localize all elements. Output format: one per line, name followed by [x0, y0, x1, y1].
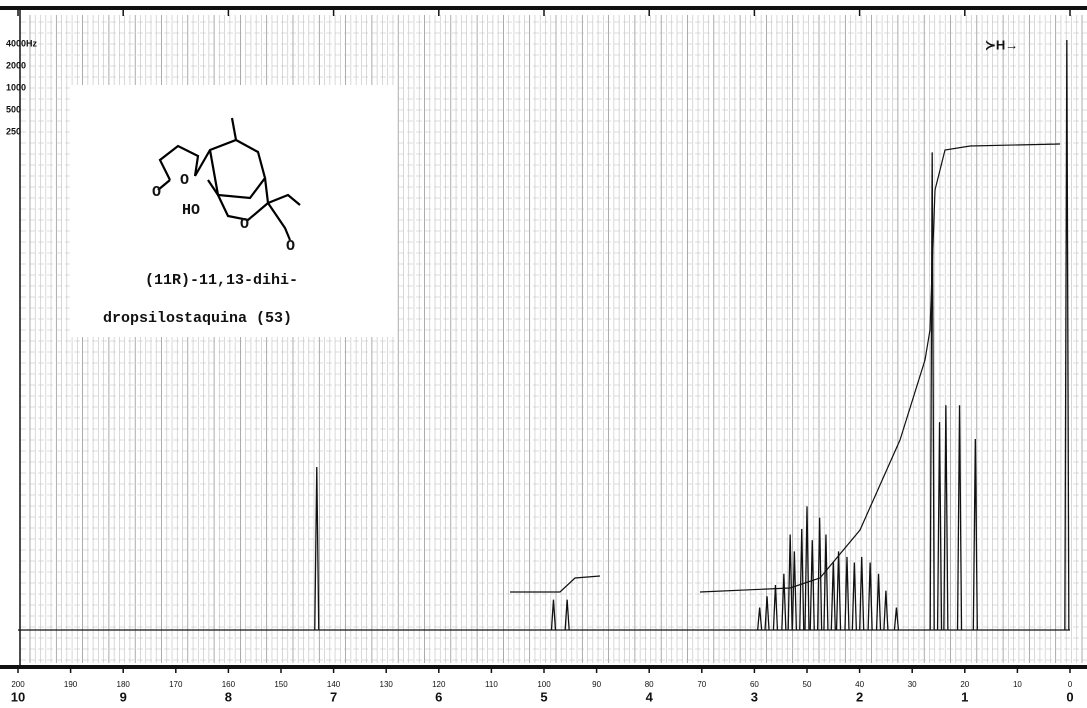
x-tick-label: 3 — [751, 689, 758, 704]
x2-tick-label: 190 — [64, 680, 78, 689]
peak — [835, 551, 842, 631]
x-tick-label: 7 — [330, 689, 337, 704]
integral-curve — [699, 143, 1061, 593]
sweep-label: 500 — [6, 104, 21, 114]
peak — [799, 528, 805, 631]
x-tick-label: 6 — [435, 689, 442, 704]
structure — [157, 117, 301, 241]
x2-tick-label: 30 — [908, 680, 917, 689]
sweep-label: 250 — [6, 126, 21, 136]
x2-tick-label: 200 — [11, 680, 25, 689]
peak — [851, 562, 857, 631]
peak — [816, 517, 823, 631]
peak — [943, 405, 949, 631]
peak — [956, 405, 963, 631]
x2-tick-label: 170 — [169, 680, 183, 689]
x-tick-label: 9 — [120, 689, 127, 704]
atom-label: HO — [182, 202, 200, 219]
x2-tick-label: 100 — [537, 680, 551, 689]
x-tick-label: 4 — [646, 689, 654, 704]
atom-label: O — [180, 172, 189, 189]
sweep-label: 4000Hz — [6, 38, 38, 48]
peak — [764, 596, 770, 631]
x2-tick-label: 0 — [1068, 680, 1073, 689]
peak — [550, 599, 557, 631]
x-tick-label: 10 — [11, 689, 25, 704]
integral-curve — [510, 575, 601, 593]
peak — [844, 556, 850, 631]
peak — [823, 534, 829, 631]
structure-box — [70, 85, 395, 337]
x2-tick-label: 120 — [432, 680, 446, 689]
x2-tick-label: 130 — [380, 680, 394, 689]
peak — [875, 573, 882, 631]
x2-tick-label: 150 — [274, 680, 288, 689]
peak — [564, 599, 570, 631]
x-tick-label: 0 — [1066, 689, 1073, 704]
peak — [936, 422, 943, 631]
x-tick-label: 5 — [540, 689, 547, 704]
x2-tick-label: 40 — [855, 680, 864, 689]
peak — [809, 540, 815, 631]
plot — [18, 39, 1070, 631]
x-tick-label: 1 — [961, 689, 968, 704]
x2-tick-label: 110 — [485, 680, 498, 689]
proton-marker: ≻H→ — [985, 37, 1018, 52]
x2-tick-label: 180 — [117, 680, 131, 689]
x2-tick-label: 160 — [222, 680, 236, 689]
x2-tick-label: 60 — [750, 680, 759, 689]
x2-tick-label: 90 — [592, 680, 601, 689]
atom-label: O — [286, 238, 295, 255]
x2-tick-label: 10 — [1013, 680, 1022, 689]
peak — [804, 506, 810, 631]
sweep-label: 2000 — [6, 60, 26, 70]
peak — [867, 562, 873, 631]
peak — [772, 585, 779, 631]
peak — [781, 573, 787, 631]
peak — [883, 590, 889, 631]
sweep-label: 1000 — [6, 82, 26, 92]
x2-tick-label: 20 — [960, 680, 969, 689]
peak — [893, 607, 900, 631]
x-tick-label: 2 — [856, 689, 863, 704]
x2-tick-label: 80 — [645, 680, 654, 689]
peak — [314, 467, 320, 631]
x-tick-label: 8 — [225, 689, 232, 704]
peak — [787, 534, 793, 631]
frame-top — [0, 6, 1087, 10]
atom-label: O — [240, 216, 249, 233]
atom-label: O — [152, 184, 161, 201]
x2-tick-label: 140 — [327, 680, 341, 689]
compound-label: (11R)-11,13-dihi- — [145, 272, 298, 289]
x2-tick-label: 70 — [697, 680, 706, 689]
x2-tick-label: 50 — [803, 680, 812, 689]
peak — [1064, 39, 1070, 631]
compound-label: dropsilostaquina (53) — [103, 310, 292, 327]
peak — [929, 152, 935, 631]
peak — [757, 607, 763, 631]
peak — [972, 438, 978, 631]
peak — [791, 551, 798, 631]
peak — [859, 556, 865, 631]
